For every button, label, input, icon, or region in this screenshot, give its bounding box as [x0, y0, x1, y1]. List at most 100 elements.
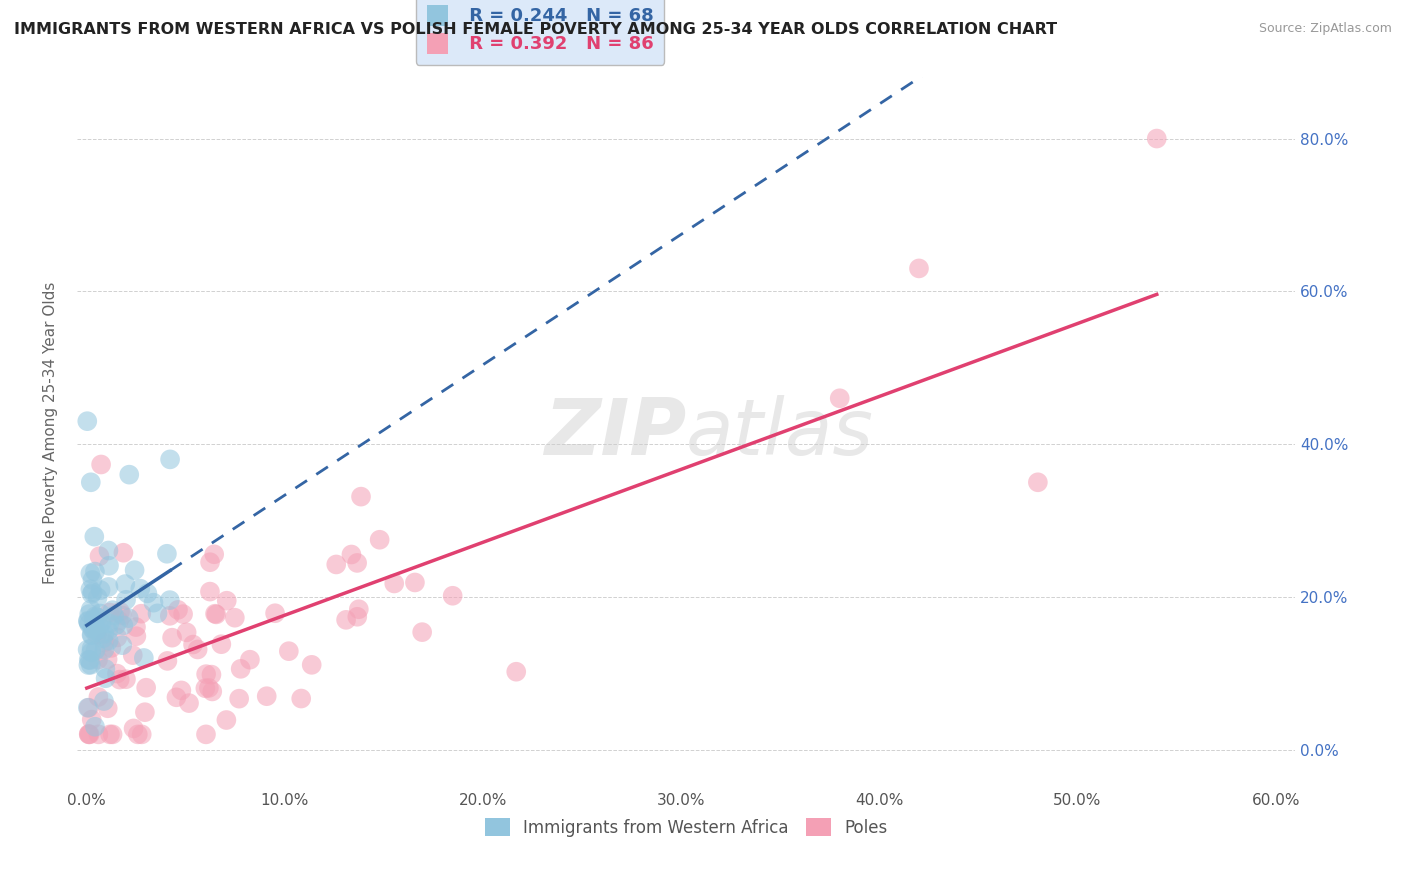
Point: [97, 701, 120, 715]
Point: [347, 602, 370, 616]
Point: [80, 641, 103, 656]
Point: [228, 691, 250, 706]
Text: ZIP: ZIP: [544, 394, 686, 471]
Point: [136, 586, 159, 600]
Point: [111, 608, 134, 623]
Point: [80, 475, 103, 490]
Point: [80, 645, 103, 659]
Point: [83, 624, 105, 639]
Point: [80, 628, 103, 642]
Point: [908, 261, 931, 276]
Point: [93, 642, 115, 657]
Point: [108, 673, 131, 687]
Point: [198, 584, 221, 599]
Point: [239, 653, 262, 667]
Point: [79, 727, 101, 741]
Point: [195, 667, 218, 681]
Point: [76, 414, 98, 428]
Point: [167, 603, 190, 617]
Point: [350, 490, 373, 504]
Point: [83, 530, 105, 544]
Point: [82, 573, 104, 587]
Point: [411, 625, 433, 640]
Point: [340, 548, 363, 562]
Point: [84, 623, 107, 637]
Text: IMMIGRANTS FROM WESTERN AFRICA VS POLISH FEMALE POVERTY AMONG 25-34 YEAR OLDS CO: IMMIGRANTS FROM WESTERN AFRICA VS POLISH…: [14, 22, 1057, 37]
Point: [131, 727, 153, 741]
Point: [86, 628, 108, 642]
Point: [205, 607, 228, 622]
Point: [264, 606, 287, 620]
Point: [77, 607, 100, 621]
Point: [200, 667, 222, 681]
Point: [335, 613, 357, 627]
Point: [112, 546, 135, 560]
Point: [89, 607, 111, 621]
Point: [195, 727, 218, 741]
Point: [1026, 475, 1049, 490]
Point: [97, 543, 120, 558]
Point: [325, 558, 347, 572]
Point: [86, 610, 108, 624]
Point: [80, 622, 103, 636]
Point: [125, 629, 148, 643]
Point: [93, 694, 115, 708]
Point: [118, 467, 141, 482]
Point: [91, 631, 114, 645]
Point: [115, 672, 138, 686]
Point: [90, 458, 112, 472]
Point: [79, 653, 101, 667]
Point: [215, 713, 238, 727]
Point: [90, 616, 112, 631]
Point: [84, 624, 107, 638]
Point: [90, 583, 112, 598]
Point: [97, 633, 120, 648]
Point: [156, 547, 179, 561]
Point: [122, 722, 145, 736]
Point: [77, 616, 100, 631]
Point: [76, 642, 98, 657]
Point: [84, 643, 107, 657]
Point: [346, 609, 368, 624]
Point: [103, 608, 125, 623]
Point: [198, 555, 221, 569]
Point: [404, 575, 426, 590]
Point: [87, 727, 110, 741]
Point: [98, 558, 121, 573]
Point: [170, 683, 193, 698]
Point: [80, 587, 103, 601]
Point: [441, 589, 464, 603]
Point: [165, 690, 187, 705]
Point: [176, 625, 198, 640]
Point: [209, 637, 232, 651]
Point: [160, 631, 183, 645]
Point: [108, 605, 131, 619]
Point: [177, 696, 200, 710]
Point: [129, 607, 152, 621]
Point: [181, 638, 204, 652]
Point: [89, 549, 111, 564]
Point: [101, 603, 124, 617]
Point: [98, 606, 121, 620]
Point: [97, 652, 120, 666]
Point: [201, 684, 224, 698]
Point: [121, 648, 143, 662]
Point: [129, 582, 152, 596]
Point: [98, 616, 121, 631]
Point: [84, 609, 107, 624]
Point: [77, 615, 100, 629]
Point: [142, 596, 165, 610]
Point: [112, 618, 135, 632]
Point: [77, 700, 100, 714]
Point: [124, 563, 146, 577]
Point: [135, 681, 157, 695]
Point: [156, 654, 179, 668]
Point: [77, 727, 100, 741]
Point: [80, 602, 103, 616]
Point: [115, 592, 138, 607]
Point: [368, 533, 391, 547]
Point: [105, 618, 128, 632]
Point: [87, 690, 110, 704]
Point: [159, 608, 181, 623]
Point: [111, 638, 134, 652]
